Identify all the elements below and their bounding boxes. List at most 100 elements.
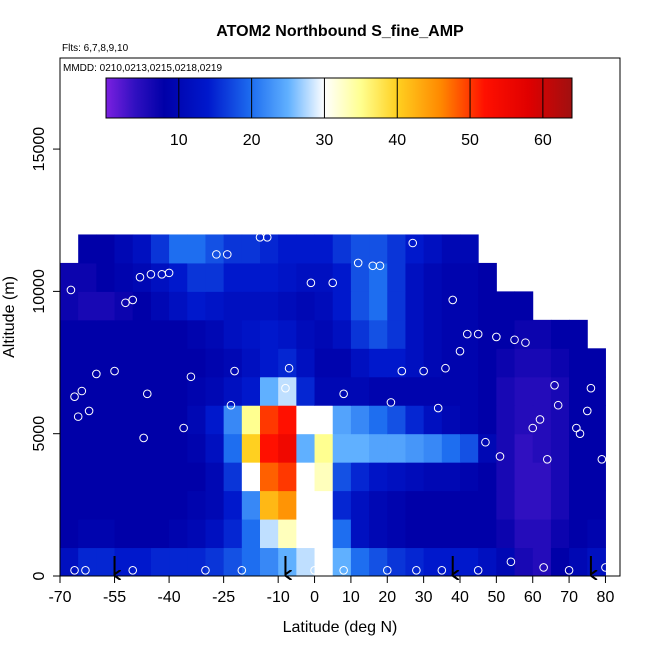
sample-point (281, 383, 290, 393)
heat-cell (314, 547, 334, 577)
heat-cell (96, 348, 116, 378)
heat-cell (532, 490, 552, 520)
heat-cell (478, 519, 497, 549)
heat-cell (223, 462, 243, 492)
heat-cell (223, 405, 243, 435)
heat-cell (441, 234, 461, 264)
y-tick-label: 10000 (31, 269, 48, 314)
heat-cell (587, 462, 606, 492)
heat-cell (150, 433, 170, 463)
sample-point (473, 329, 483, 339)
heat-cell (296, 519, 316, 549)
heat-cell (78, 490, 97, 520)
heat-cell (569, 433, 588, 463)
heat-cell (387, 376, 406, 406)
sample-point (186, 372, 196, 382)
heat-cell (241, 319, 261, 349)
sample-point (382, 566, 392, 575)
heat-cell (260, 547, 279, 577)
heat-cell (60, 433, 79, 463)
heat-cell (150, 376, 170, 406)
sample-point (597, 455, 607, 464)
heat-cell (78, 376, 97, 406)
heat-cell (569, 490, 588, 520)
heat-cell (550, 462, 570, 492)
sample-point (77, 386, 87, 396)
heat-cell (496, 291, 516, 321)
heat-cell (496, 405, 516, 435)
heat-cell (350, 262, 370, 292)
heat-cell (460, 348, 479, 378)
heat-cell (369, 262, 388, 292)
colorbar (105, 77, 573, 119)
heat-cell (478, 433, 497, 463)
heat-cell (132, 433, 152, 463)
heat-cell (460, 291, 479, 321)
x-tick-label: 30 (415, 589, 433, 606)
sample-point (481, 437, 490, 447)
sample-point (81, 566, 90, 575)
heat-cell (150, 348, 170, 378)
heat-cell (569, 405, 588, 435)
heat-cell (387, 262, 406, 292)
heat-cell (405, 376, 425, 406)
heat-cell (550, 547, 570, 577)
heat-cell (278, 291, 297, 321)
heat-cell (405, 319, 425, 349)
heat-cell (369, 519, 388, 549)
heat-cell (241, 433, 261, 463)
sample-point (553, 400, 563, 410)
heat-cell (423, 319, 443, 349)
heat-cell (223, 319, 243, 349)
sample-point (528, 423, 538, 433)
heat-cell (296, 547, 316, 577)
heat-cell (205, 291, 225, 321)
heat-cell (387, 348, 406, 378)
heat-cell (478, 291, 497, 321)
heat-cell (587, 490, 606, 520)
heat-cell (114, 405, 134, 435)
heat-cell (332, 291, 352, 321)
heat-cell (550, 376, 570, 406)
sample-point (262, 233, 272, 242)
heat-cell (405, 262, 425, 292)
heat-cell (405, 405, 425, 435)
heat-cell (296, 405, 316, 435)
sample-point (284, 363, 294, 373)
x-tick-label: 50 (487, 589, 505, 606)
heat-cell (369, 348, 388, 378)
colorbar-tick-label: 10 (170, 132, 188, 149)
sample-point (139, 433, 148, 443)
heat-cell (587, 348, 606, 378)
heat-cell (423, 462, 443, 492)
heat-cell (60, 405, 79, 435)
heat-cell (441, 376, 461, 406)
sample-point (582, 406, 592, 416)
x-tick-label: -55 (103, 589, 126, 606)
heat-cell (96, 319, 116, 349)
heat-cell (550, 490, 570, 520)
heat-cell (78, 462, 97, 492)
heat-cell (260, 319, 279, 349)
heat-cell (332, 405, 352, 435)
heat-cell (187, 462, 206, 492)
heat-cell (96, 262, 116, 292)
heat-cell (296, 490, 316, 520)
heat-cell (441, 348, 461, 378)
heat-cell (550, 348, 570, 378)
heat-cell (78, 348, 97, 378)
sample-point (128, 566, 138, 575)
sample-point (601, 563, 610, 572)
heat-cell (387, 519, 406, 549)
sample-point (550, 381, 559, 390)
heat-cell (223, 262, 243, 292)
heat-cell (569, 547, 588, 577)
heat-cell (278, 262, 297, 292)
heat-cell (278, 462, 297, 492)
x-tick-label: 80 (597, 589, 615, 606)
heat-cell (514, 519, 534, 549)
heat-cell (296, 319, 316, 349)
heat-cell (496, 376, 516, 406)
dates-label: MMDD: 0210,0213,0215,0218,0219 (63, 63, 222, 74)
heat-cell (532, 376, 552, 406)
